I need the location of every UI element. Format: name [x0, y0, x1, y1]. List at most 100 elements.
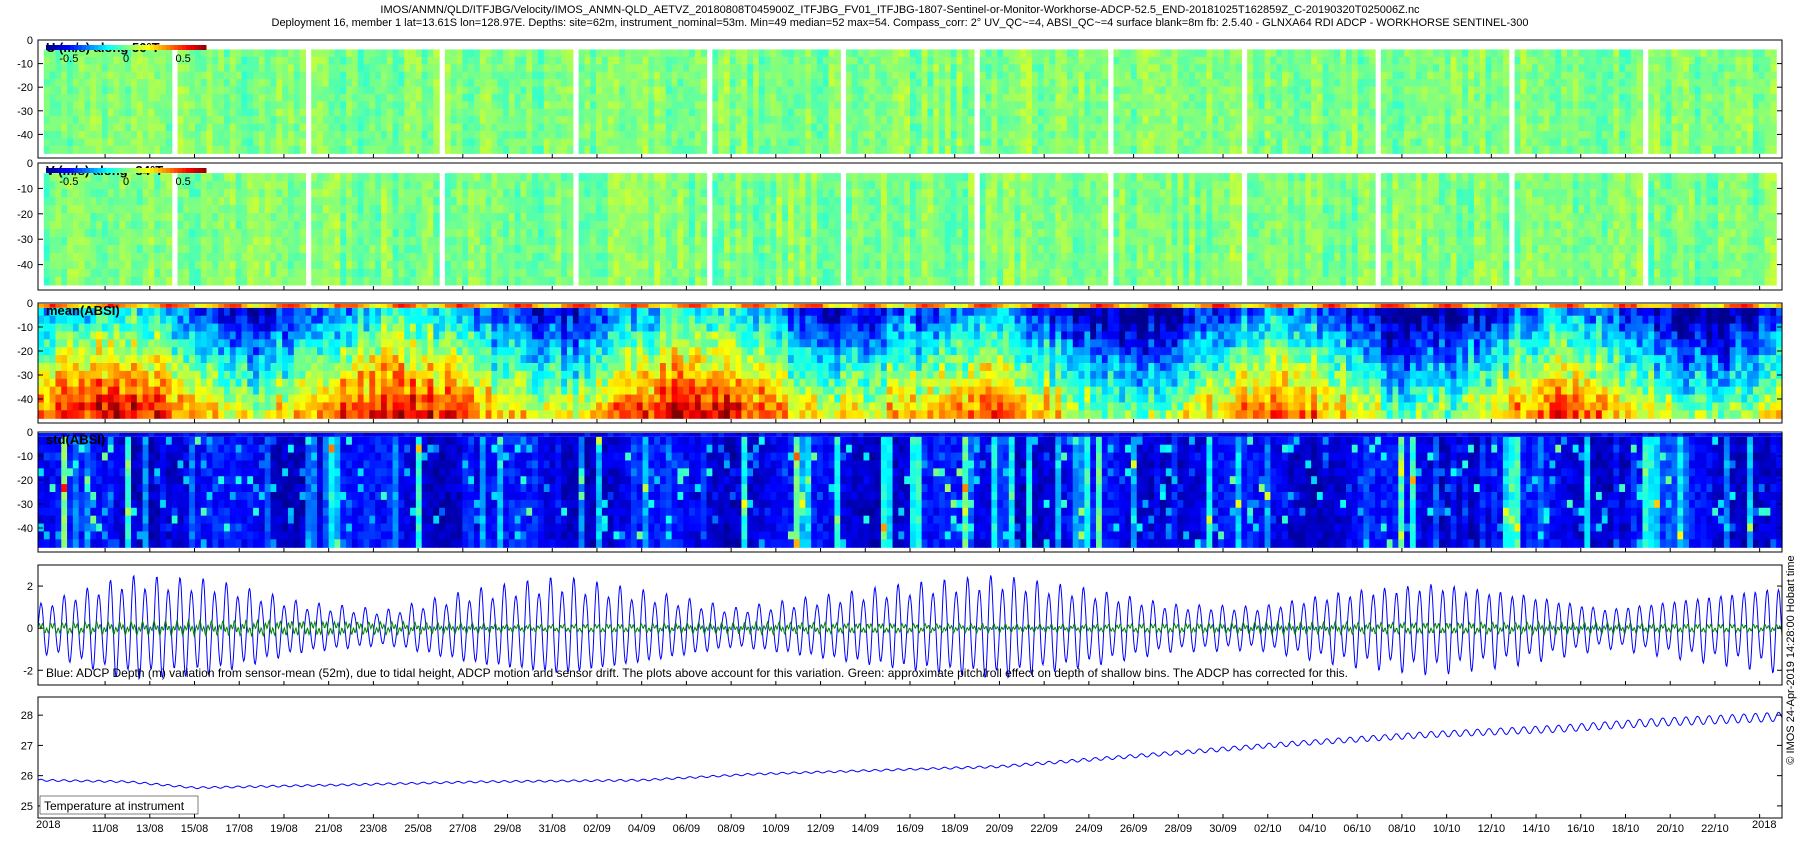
heatmap-cell — [1485, 93, 1492, 102]
heatmap-cell — [863, 145, 870, 154]
heatmap-cell — [1566, 86, 1574, 95]
heatmap-cell — [189, 93, 196, 102]
heatmap-cell — [997, 123, 1004, 132]
heatmap-cell — [1287, 93, 1295, 102]
heatmap-cell — [630, 86, 638, 95]
heatmap-cell — [834, 145, 841, 154]
heatmap-cell — [636, 86, 644, 95]
heatmap-cell — [520, 79, 527, 88]
heatmap-cell — [200, 268, 208, 278]
heatmap-cell — [822, 64, 830, 73]
heatmap-cell — [869, 86, 876, 95]
heatmap-cell — [1014, 49, 1022, 58]
heatmap-cell — [1293, 108, 1301, 117]
heatmap-cell — [1148, 116, 1155, 125]
heatmap-cell — [892, 101, 899, 110]
heatmap-cell — [1200, 123, 1208, 132]
heatmap-cell — [136, 71, 144, 80]
heatmap-cell — [787, 79, 795, 88]
heatmap-cell — [485, 131, 493, 140]
heatmap-cell — [1043, 71, 1051, 80]
heatmap-cell — [665, 71, 673, 80]
heatmap-cell — [933, 86, 940, 95]
heatmap-cell — [869, 56, 876, 65]
heatmap-cell — [1526, 145, 1533, 154]
heatmap-cell — [1043, 145, 1051, 154]
heatmap-cell — [1409, 49, 1417, 58]
heatmap-cell — [369, 56, 376, 65]
heatmap-cell — [660, 86, 667, 95]
heatmap-cell — [293, 131, 301, 140]
heatmap-cell — [107, 268, 115, 278]
heatmap-cell — [282, 237, 289, 246]
heatmap-cell — [1136, 93, 1144, 102]
heatmap-cell — [526, 145, 533, 154]
heatmap-cell — [328, 237, 336, 246]
heatmap-cell — [1409, 123, 1417, 132]
heatmap-cell — [90, 93, 97, 102]
heatmap-cell — [1712, 86, 1719, 95]
heatmap-cell — [793, 145, 801, 154]
heatmap-cell — [1601, 93, 1609, 102]
heatmap-cell — [735, 131, 743, 140]
heatmap-cell — [183, 101, 190, 110]
heatmap-cell — [520, 123, 527, 132]
heatmap-cell — [1032, 101, 1039, 110]
heatmap-cell — [351, 108, 359, 117]
heatmap-cell — [1305, 93, 1312, 102]
heatmap-cell — [1665, 86, 1673, 95]
heatmap-cell — [526, 56, 533, 65]
heatmap-cell — [136, 123, 144, 132]
heatmap-cell — [415, 49, 423, 58]
heatmap-cell — [1712, 49, 1719, 58]
colorbar-cell — [186, 45, 191, 50]
heatmap-cell — [1625, 79, 1632, 88]
heatmap-cell — [898, 123, 905, 132]
heatmap-cell — [892, 64, 899, 73]
heatmap-cell — [1712, 93, 1719, 102]
heatmap-cell — [497, 131, 504, 140]
heatmap-cell — [944, 64, 952, 73]
heatmap-cell — [939, 131, 946, 140]
heatmap-cell — [357, 268, 365, 278]
heatmap-cell — [1741, 71, 1748, 80]
heatmap-cell — [380, 213, 388, 222]
heatmap-cell — [55, 260, 62, 270]
heatmap-cell — [270, 189, 277, 198]
heatmap-cell — [282, 189, 289, 198]
heatmap-cell — [1607, 79, 1615, 88]
heatmap-cell — [177, 71, 184, 80]
heatmap-cell — [415, 252, 423, 262]
heatmap-cell — [404, 252, 411, 262]
heatmap-cell — [160, 71, 167, 80]
heatmap-cell — [1229, 116, 1237, 125]
heatmap-cell — [1340, 93, 1347, 102]
heatmap-cell — [479, 145, 487, 154]
heatmap-cell — [596, 101, 603, 110]
heatmap-cell — [1677, 79, 1684, 88]
heatmap-cell — [456, 49, 463, 58]
heatmap-cell — [694, 101, 702, 110]
heatmap-cell — [235, 123, 243, 132]
heatmap-cell — [1032, 108, 1039, 117]
heatmap-cell — [299, 79, 307, 88]
heatmap-cell — [747, 116, 754, 125]
heatmap-cell — [747, 138, 754, 147]
heatmap-cell — [386, 189, 394, 198]
heatmap-cell — [212, 116, 219, 125]
heatmap-cell — [462, 116, 469, 125]
heatmap-cell — [1444, 138, 1452, 147]
heatmap-cell — [578, 116, 586, 125]
heatmap-cell — [1043, 131, 1051, 140]
heatmap-cell — [910, 49, 917, 58]
heatmap-cell — [1671, 49, 1678, 58]
heatmap-cell — [386, 205, 394, 214]
heatmap-cell — [1305, 56, 1312, 65]
heatmap-cell — [1171, 101, 1179, 110]
heatmap-cell — [1578, 145, 1585, 154]
heatmap-cell — [1433, 101, 1440, 110]
heatmap-cell — [816, 71, 824, 80]
heatmap-cell — [1282, 49, 1289, 58]
heatmap-cell — [1741, 79, 1748, 88]
heatmap-cell — [875, 131, 882, 140]
